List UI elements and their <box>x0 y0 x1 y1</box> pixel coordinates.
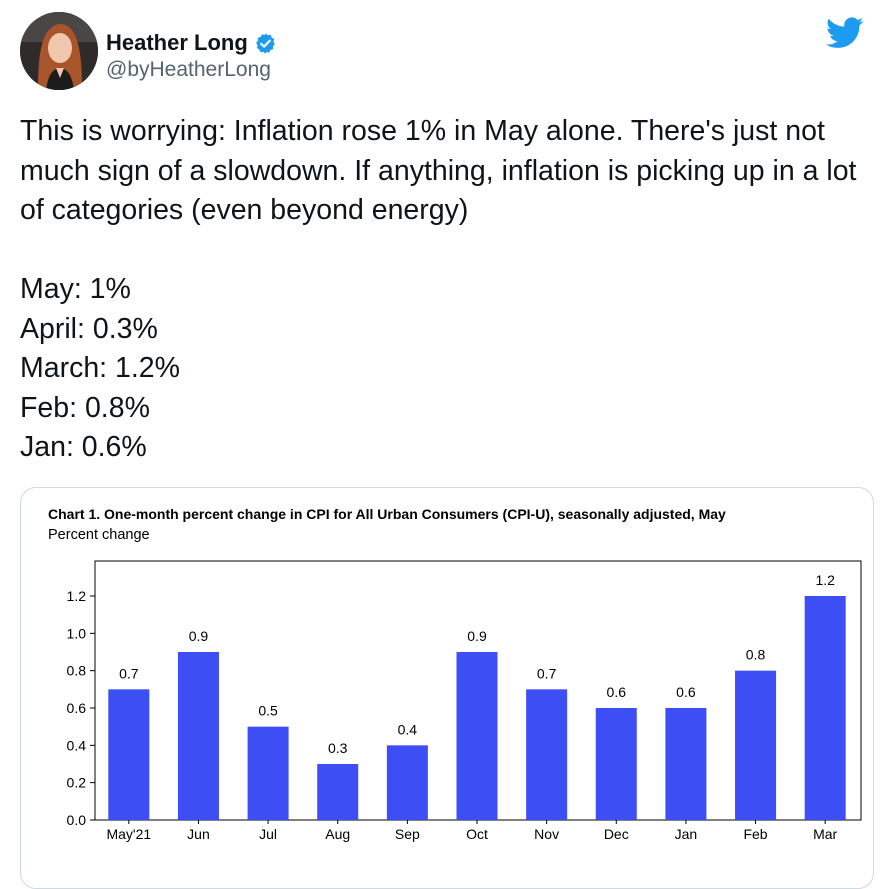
bar-value-label: 0.6 <box>607 684 627 700</box>
x-tick-label: Mar <box>813 826 837 842</box>
author-handle[interactable]: @byHeatherLong <box>106 58 271 81</box>
bar <box>247 726 289 820</box>
x-tick-label: Jun <box>187 826 210 842</box>
bar-value-label: 0.6 <box>676 684 696 700</box>
y-tick-label: 0.4 <box>67 737 87 753</box>
x-tick-label: Jan <box>675 826 698 842</box>
bar <box>665 708 707 820</box>
y-tick-label: 1.2 <box>67 588 87 604</box>
bar <box>108 689 150 820</box>
bar <box>735 670 777 820</box>
y-tick-label: 1.0 <box>67 625 87 641</box>
bar-value-label: 0.3 <box>328 740 348 756</box>
bar-value-label: 0.5 <box>258 703 278 719</box>
tweet-text: This is worrying: Inflation rose 1% in M… <box>20 115 857 463</box>
bar-value-label: 0.9 <box>189 628 209 644</box>
y-tick-label: 0.8 <box>67 663 87 679</box>
tweet-header: Heather Long @byHeatherLong <box>20 12 870 92</box>
x-tick-label: May'21 <box>106 826 151 842</box>
bar <box>804 596 846 820</box>
tweet-media-chart[interactable]: Chart 1. One-month percent change in CPI… <box>20 487 874 889</box>
bar <box>595 708 637 820</box>
bar <box>526 689 568 820</box>
bar-value-label: 0.4 <box>398 721 418 737</box>
display-name[interactable]: Heather Long <box>106 30 248 55</box>
x-tick-label: Aug <box>325 826 350 842</box>
y-tick-label: 0.2 <box>67 775 87 791</box>
x-tick-label: Nov <box>534 826 559 842</box>
twitter-bird-icon[interactable] <box>826 16 864 50</box>
bar-value-label: 0.7 <box>537 665 557 681</box>
bar <box>177 652 219 820</box>
bar <box>386 745 428 820</box>
chart-subtitle: Percent change <box>48 527 150 543</box>
author-name-row: Heather Long <box>106 30 277 56</box>
avatar[interactable] <box>20 12 98 90</box>
bar-value-label: 0.8 <box>746 647 766 663</box>
x-tick-label: Jul <box>259 826 277 842</box>
bar <box>456 652 498 820</box>
bar-chart: 0.0 0.2 0.4 0.6 0.8 1.0 1.2 0.7 May'21 0.9 Jun 0.5 J… <box>67 560 862 842</box>
x-tick-label: Sep <box>395 826 420 842</box>
verified-badge-icon <box>255 32 275 54</box>
bar-value-label: 0.9 <box>467 628 487 644</box>
x-tick-label: Oct <box>466 826 488 842</box>
x-tick-label: Dec <box>604 826 629 842</box>
chart-title: Chart 1. One-month percent change in CPI… <box>48 506 726 522</box>
bar-value-label: 1.2 <box>815 572 835 588</box>
y-tick-label: 0.6 <box>67 700 87 716</box>
y-tick-label: 0.0 <box>67 812 87 828</box>
bar <box>317 764 359 820</box>
x-tick-label: Feb <box>743 826 767 842</box>
bar-value-label: 0.7 <box>119 665 139 681</box>
